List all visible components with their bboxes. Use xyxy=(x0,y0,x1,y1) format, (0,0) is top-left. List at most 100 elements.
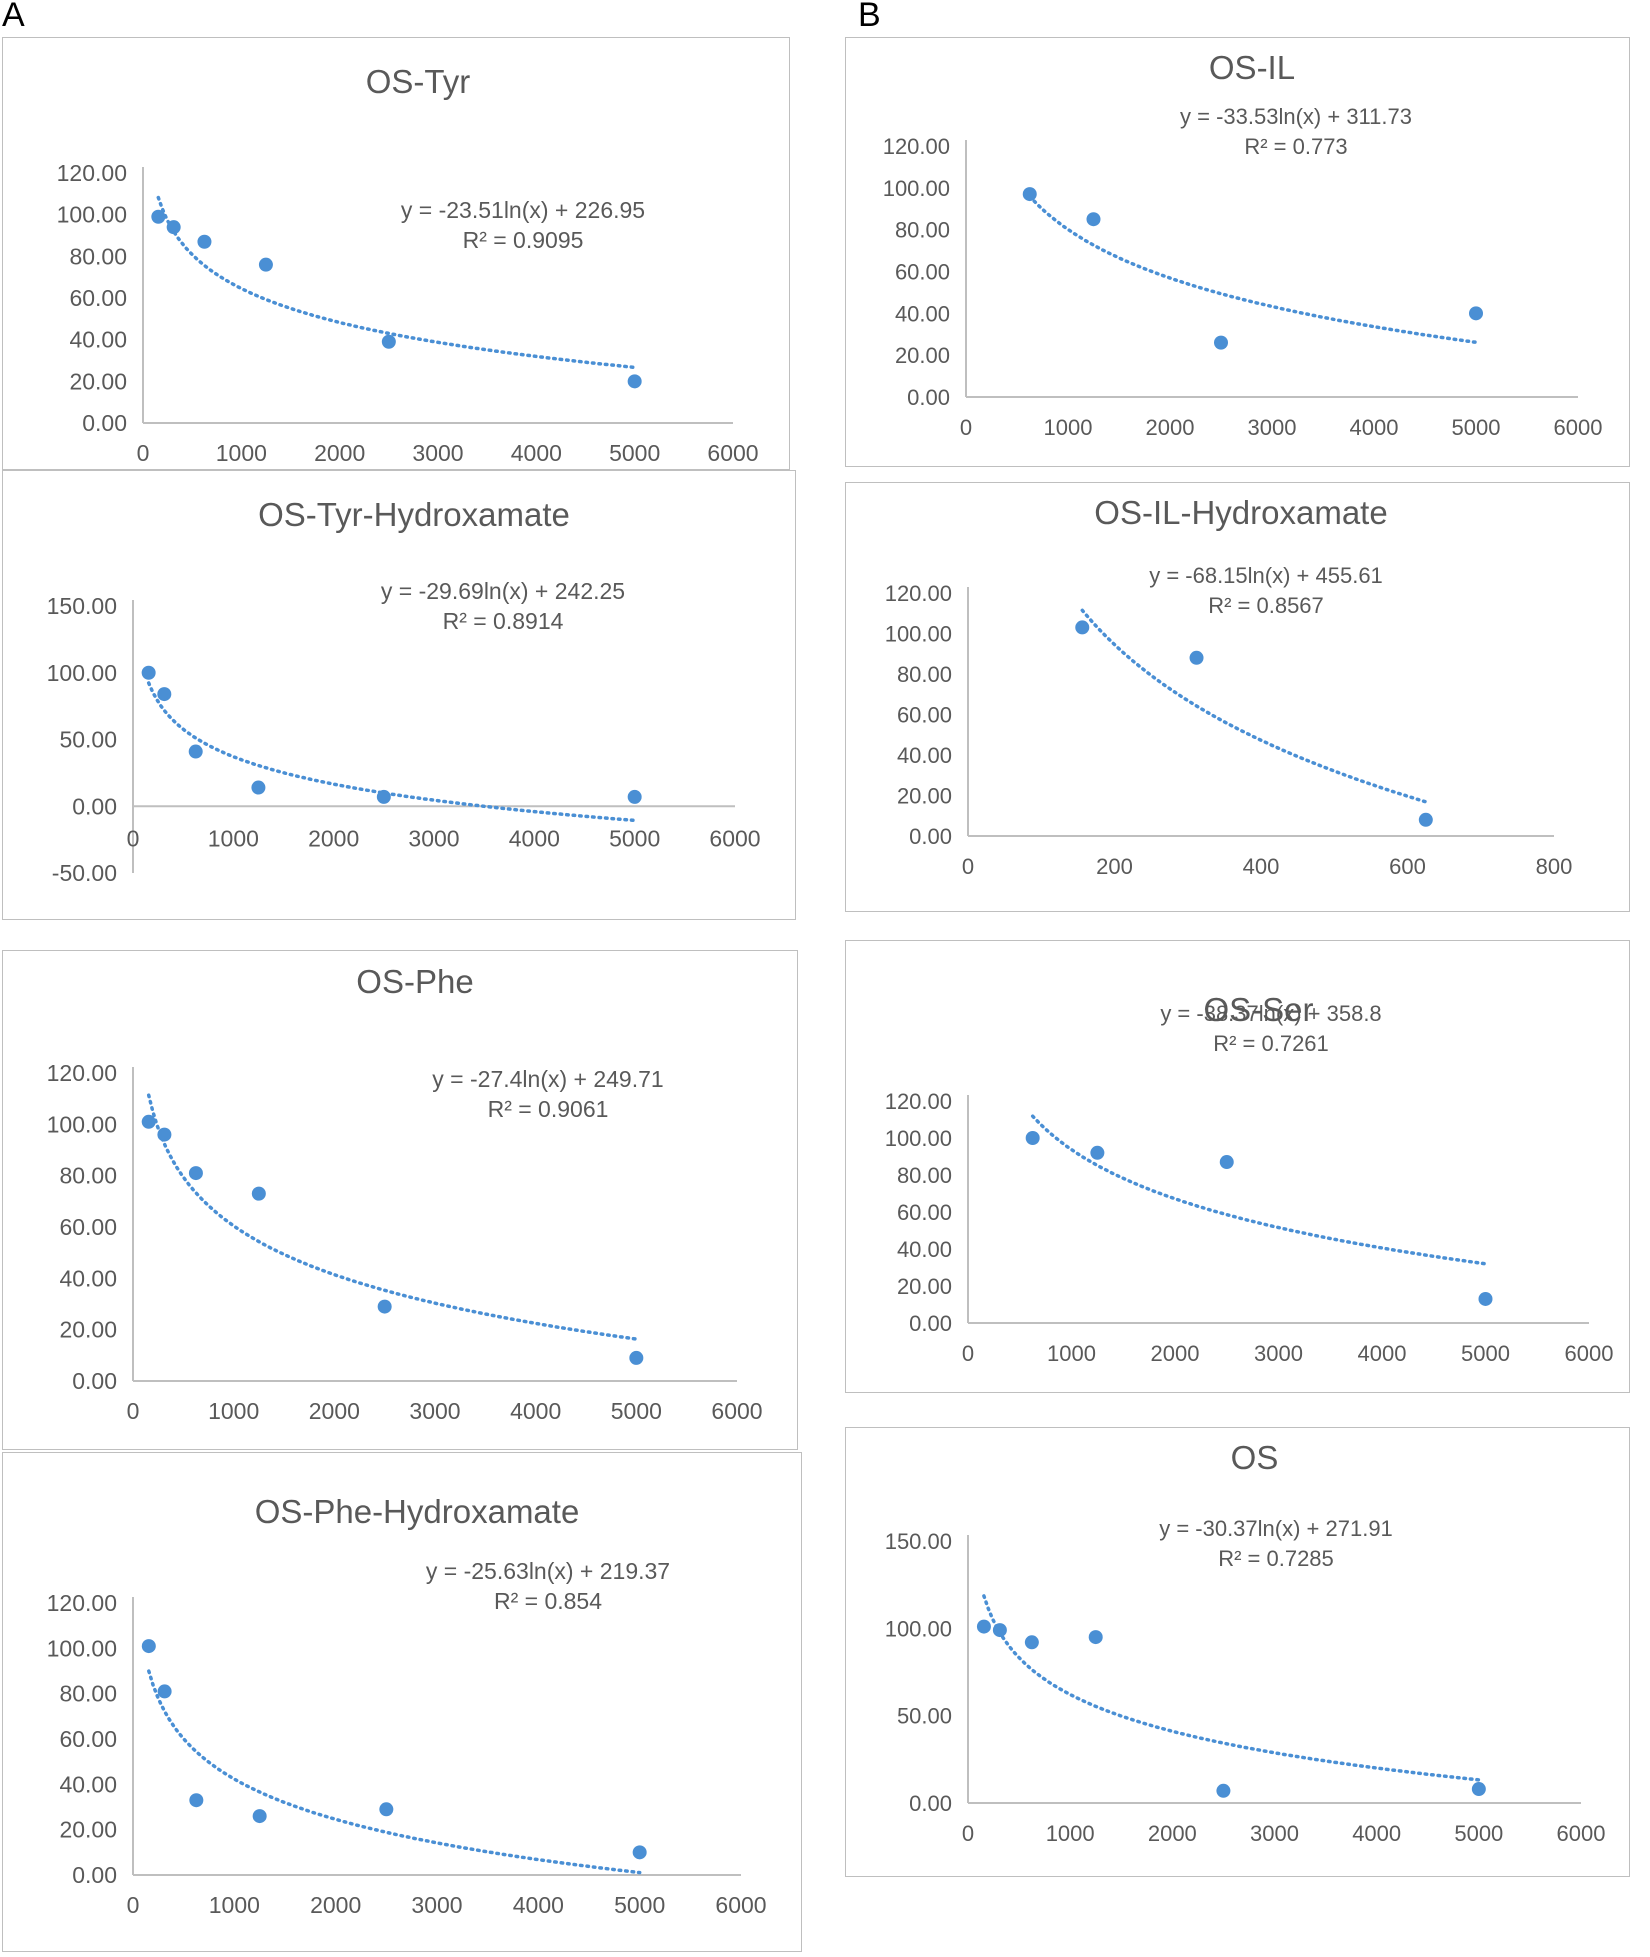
x-tick-label: 5000 xyxy=(611,1398,662,1424)
x-tick-label: 3000 xyxy=(1250,1821,1299,1846)
y-tick-label: 0.00 xyxy=(72,1368,117,1394)
x-tick-label: 0 xyxy=(137,440,150,466)
x-tick-label: 0 xyxy=(962,1821,974,1846)
x-tick-label: 5000 xyxy=(614,1892,665,1918)
data-point xyxy=(188,744,203,759)
trendline-equation: y = -29.69ln(x) + 242.25 xyxy=(381,578,625,604)
y-tick-label: 100.00 xyxy=(47,660,117,686)
data-point xyxy=(379,1802,394,1817)
y-tick-label: 100.00 xyxy=(47,1635,117,1661)
x-tick-label: 1000 xyxy=(216,440,267,466)
trendline xyxy=(156,195,637,370)
chart-svg: OS-Ser 0.00 20.00 40.00 60.00 80.00 100.00 120.… xyxy=(885,991,1614,1366)
trendline-equation: y = -30.37ln(x) + 271.91 xyxy=(1159,1516,1393,1541)
y-tick-label: 100.00 xyxy=(885,622,952,647)
x-tick-label: 2000 xyxy=(310,1892,361,1918)
x-tick-label: 0 xyxy=(962,854,974,879)
x-tick-label: 3000 xyxy=(409,1398,460,1424)
trendline-equation: y = -27.4ln(x) + 249.71 xyxy=(432,1066,663,1092)
data-point xyxy=(992,1623,1007,1638)
y-tick-label: 100.00 xyxy=(885,1126,952,1151)
chart-svg: OS-IL 0.00 20.00 40.00 60.00 80.00 100.00 120.0… xyxy=(883,49,1603,440)
y-tick-label: 0.00 xyxy=(72,793,117,819)
x-tick-label: 2000 xyxy=(308,825,359,851)
y-tick-label: 0.00 xyxy=(82,410,127,436)
x-tick-label: 6000 xyxy=(1565,1341,1614,1366)
y-tick-label: 80.00 xyxy=(59,1681,117,1707)
data-point xyxy=(1025,1131,1040,1145)
chart-os-tyr: OS-Tyr 0.00 20.00 40.00 60.00 80.00 100.00 120.… xyxy=(2,37,790,470)
data-point xyxy=(629,1350,644,1365)
x-tick-label: 3000 xyxy=(411,1892,462,1918)
trendline-equation: y = -25.63ln(x) + 219.37 xyxy=(426,1558,670,1584)
y-tick-label: 0.00 xyxy=(72,1862,117,1888)
data-point xyxy=(1024,1635,1039,1650)
x-tick-label: 2000 xyxy=(1148,1821,1197,1846)
r-squared-label: R² = 0.854 xyxy=(494,1588,602,1614)
y-tick-label: 60.00 xyxy=(59,1726,117,1752)
panel-label-a: A xyxy=(2,0,25,34)
chart-os-phe: OS-Phe 0.00 20.00 40.00 60.00 80.00 100.00 120.… xyxy=(2,950,798,1450)
data-point xyxy=(1478,1291,1493,1306)
x-tick-label: 6000 xyxy=(1557,1821,1606,1846)
y-tick-label: 0.00 xyxy=(907,385,950,410)
x-tick-label: 2000 xyxy=(309,1398,360,1424)
x-tick-label: 1000 xyxy=(1046,1821,1095,1846)
y-tick-label: -50.00 xyxy=(52,860,117,886)
r-squared-label: R² = 0.9095 xyxy=(463,227,584,253)
chart-svg: OS-IL-Hydroxamate 0.00 20.00 40.00 60.00 80.0… xyxy=(885,494,1573,879)
data-point xyxy=(157,687,172,702)
y-tick-label: 120.00 xyxy=(885,1089,952,1114)
x-tick-label: 5000 xyxy=(609,825,660,851)
x-tick-label: 200 xyxy=(1096,854,1133,879)
y-tick-label: 40.00 xyxy=(897,1237,952,1262)
data-point xyxy=(1216,1783,1231,1798)
y-tick-label: 80.00 xyxy=(69,243,127,269)
y-tick-label: 0.00 xyxy=(909,1311,952,1336)
r-squared-label: R² = 0.9061 xyxy=(488,1096,609,1122)
x-tick-label: 1000 xyxy=(1044,415,1093,440)
chart-os-il: OS-IL 0.00 20.00 40.00 60.00 80.00 100.00 120.0… xyxy=(845,37,1630,467)
y-tick-label: 80.00 xyxy=(897,662,952,687)
x-tick-label: 3000 xyxy=(412,440,463,466)
trendline xyxy=(1028,194,1478,345)
chart-title: OS xyxy=(1231,1439,1279,1476)
x-tick-label: 5000 xyxy=(609,440,660,466)
r-squared-label: R² = 0.773 xyxy=(1244,134,1347,159)
x-tick-label: 4000 xyxy=(513,1892,564,1918)
chart-title: OS-Phe xyxy=(356,963,473,1000)
chart-os: OS 0.00 50.00 100.00 150.00 0 1000 2000 3000 4000… xyxy=(845,1427,1630,1877)
x-tick-label: 4000 xyxy=(511,440,562,466)
x-tick-label: 6000 xyxy=(707,440,758,466)
x-tick-label: 4000 xyxy=(1352,1821,1401,1846)
y-tick-label: 60.00 xyxy=(895,260,950,285)
y-tick-label: 20.00 xyxy=(69,368,127,394)
y-tick-label: 20.00 xyxy=(895,343,950,368)
y-tick-label: 150.00 xyxy=(885,1529,952,1554)
panel-label-b: B xyxy=(858,0,881,34)
x-tick-label: 400 xyxy=(1243,854,1280,879)
trendline xyxy=(146,1093,639,1341)
r-squared-label: R² = 0.8914 xyxy=(443,608,564,634)
x-tick-label: 600 xyxy=(1389,854,1426,879)
x-tick-label: 1000 xyxy=(1047,1341,1096,1366)
x-tick-label: 6000 xyxy=(715,1892,766,1918)
y-tick-label: 40.00 xyxy=(59,1265,117,1291)
y-tick-label: 60.00 xyxy=(897,1200,952,1225)
x-tick-label: 6000 xyxy=(709,825,760,851)
y-tick-label: 40.00 xyxy=(897,743,952,768)
x-tick-label: 0 xyxy=(962,1341,974,1366)
trendline xyxy=(147,1669,642,1875)
data-point xyxy=(1469,306,1483,321)
x-tick-label: 1000 xyxy=(209,1892,260,1918)
x-tick-label: 0 xyxy=(127,1892,140,1918)
y-tick-label: 120.00 xyxy=(885,581,952,606)
y-tick-label: 150.00 xyxy=(47,593,117,619)
trendline xyxy=(1030,1114,1488,1266)
data-point xyxy=(151,209,166,224)
chart-title: OS-Ser xyxy=(1203,991,1313,1028)
x-tick-label: 800 xyxy=(1536,854,1573,879)
data-point xyxy=(1418,812,1433,827)
chart-svg: OS-Tyr 0.00 20.00 40.00 60.00 80.00 100.00 120.… xyxy=(57,63,759,466)
x-tick-label: 5000 xyxy=(1454,1821,1503,1846)
